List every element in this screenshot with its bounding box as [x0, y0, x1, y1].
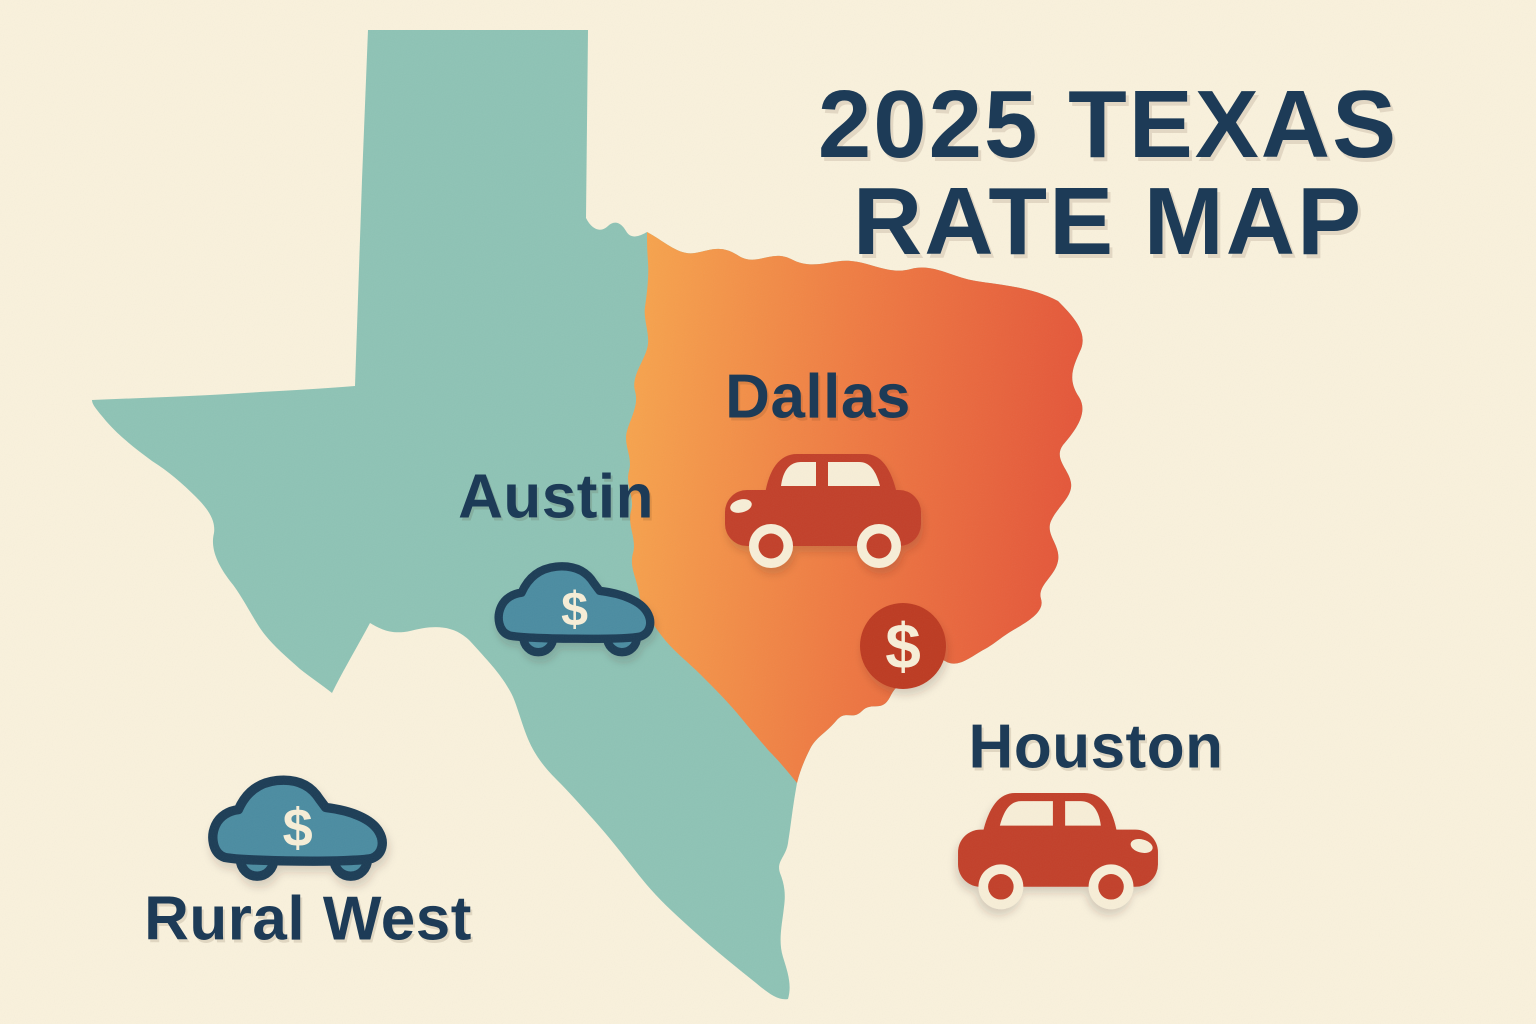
label-rural-west: Rural West: [144, 884, 472, 954]
page-title: 2025 TEXAS RATE MAP: [818, 76, 1398, 270]
label-houston: Houston: [968, 712, 1224, 782]
title-line-1: 2025 TEXAS: [817, 71, 1399, 178]
label-austin: Austin: [458, 462, 654, 532]
title-line-2: RATE MAP: [852, 168, 1364, 275]
label-dallas: Dallas: [725, 362, 911, 432]
